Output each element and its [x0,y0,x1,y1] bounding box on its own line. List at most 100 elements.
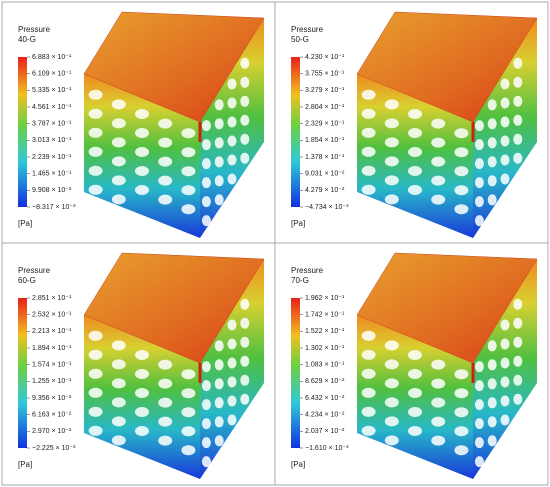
tick-label: 2.970 × 10⁻² [32,428,72,435]
tick-label: −1.610 × 10⁻³ [305,445,349,452]
pore [181,166,196,177]
tick-label: 4.234 × 10⁻² [305,412,345,419]
pore [135,388,149,398]
legend-label: 60-G [18,276,36,285]
pore [500,173,510,185]
pore [88,127,103,138]
pore [474,437,484,449]
pore [214,99,224,111]
pore [214,416,224,428]
pore [513,95,523,107]
tick-label: 2.804 × 10⁻¹ [305,104,345,111]
pore [240,152,250,164]
pore [158,359,173,370]
pore [158,378,173,389]
pore [135,166,149,176]
pore [111,118,126,129]
pore [487,416,497,428]
tick-label: −2.225 × 10⁻³ [32,445,76,452]
pore [88,330,103,341]
pore [158,137,173,148]
pore [158,156,173,167]
pore [431,435,446,446]
pore [487,194,497,206]
pore [135,350,149,360]
tick-label: 1.574 × 10⁻¹ [32,362,72,369]
tick-label: −4.734 × 10⁻³ [305,204,349,211]
legend-title: Pressure [18,25,51,34]
pore [454,128,469,139]
pore [487,175,497,187]
cube-top [356,252,538,364]
tick-label: 2.851 × 10⁻¹ [32,295,72,302]
legend-unit: [Pa] [18,219,32,228]
pore [240,114,250,126]
pore [214,175,224,187]
pore [361,165,376,176]
pore [408,109,422,119]
pore [487,99,497,111]
pore [408,128,422,138]
tick-label: 4.279 × 10⁻² [305,187,345,194]
pore [454,445,469,456]
pore [158,194,173,205]
pore [431,137,446,148]
pore [214,435,224,447]
tick-label: 4.230 × 10⁻¹ [305,54,345,61]
tick-label: 2.213 × 10⁻¹ [32,328,72,335]
tick-label: 1.742 × 10⁻¹ [305,312,345,319]
pore [454,388,469,399]
pore [88,406,103,417]
pore [240,355,250,367]
tick-label: 6.163 × 10⁻² [32,412,72,419]
pore [214,359,224,371]
legend-title: Pressure [18,266,51,275]
pore [88,165,103,176]
pore [408,369,422,379]
tick-label: 9.356 × 10⁻² [32,395,72,402]
tick-label: 1.854 × 10⁻¹ [305,137,345,144]
pore [227,116,237,128]
pore [158,118,173,129]
pore [240,57,250,69]
legend-label: 40-G [18,35,36,44]
pore [111,340,126,351]
pore [487,137,497,149]
pore [361,368,376,379]
pore [500,154,510,166]
pore [227,395,237,407]
pore [513,57,523,69]
pore [474,196,484,208]
pore [487,435,497,447]
pore [513,152,523,164]
pore [201,158,211,170]
pore [487,118,497,130]
color-bar [291,57,300,207]
pore [88,89,103,100]
pore [135,369,149,379]
pore [214,156,224,168]
pore [513,133,523,145]
pore [240,95,250,107]
pore [500,78,510,90]
pore [240,336,250,348]
pore [201,177,211,189]
pore [513,76,523,88]
pore [474,120,484,132]
pore [88,387,103,398]
pore [361,89,376,100]
pore [214,137,224,149]
pore [111,397,126,408]
pore [201,399,211,411]
pore [431,156,446,167]
tick-label: 1.255 × 10⁻¹ [32,378,72,385]
pore [361,127,376,138]
pore [135,109,149,119]
pore [408,407,422,417]
tick-label: 2.532 × 10⁻¹ [32,312,72,319]
pore [214,194,224,206]
pore [487,359,497,371]
